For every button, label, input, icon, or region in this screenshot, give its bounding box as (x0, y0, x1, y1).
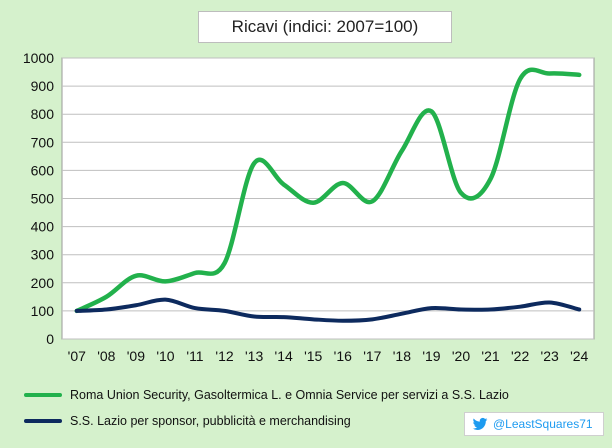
x-axis-tick-labels: '07 '08 '09 '10 '11 '12 '13 '14 '15 '16 '17 '18 '19 '… (68, 348, 589, 364)
y-tick-label: 300 (31, 247, 55, 263)
legend-item-roma-union-security: Roma Union Security, Gasoltermica L. e O… (24, 386, 509, 404)
y-tick-label: 500 (31, 191, 55, 207)
x-tick-label: '15 (304, 348, 322, 364)
y-axis-tick-labels: 0 100 200 300 400 500 600 700 800 900 1000 (23, 50, 54, 347)
legend-label: Roma Union Security, Gasoltermica L. e O… (70, 388, 509, 402)
y-tick-label: 900 (31, 78, 55, 94)
x-tick-label: '16 (334, 348, 352, 364)
x-tick-label: '17 (363, 348, 381, 364)
legend: Roma Union Security, Gasoltermica L. e O… (24, 382, 584, 438)
y-tick-label: 400 (31, 219, 55, 235)
x-tick-label: '12 (215, 348, 233, 364)
y-tick-label: 200 (31, 275, 55, 291)
twitter-credit[interactable]: @LeastSquares71 (464, 412, 604, 436)
series-line-roma-union-security (74, 67, 582, 314)
x-tick-label: '11 (186, 348, 203, 364)
twitter-bird-icon (472, 417, 488, 430)
x-tick-label: '19 (422, 348, 440, 364)
x-tick-label: '22 (511, 348, 529, 364)
y-tick-label: 0 (46, 331, 54, 347)
x-tick-label: '20 (452, 348, 470, 364)
legend-swatch-green (24, 393, 62, 397)
x-tick-label: '21 (481, 348, 499, 364)
chart-title: Ricavi (indici: 2007=100) (198, 11, 452, 43)
series-line-ss-lazio (74, 297, 582, 323)
legend-label: S.S. Lazio per sponsor, pubblicità e mer… (70, 414, 351, 428)
y-tick-label: 600 (31, 162, 55, 178)
x-tick-label: '10 (156, 348, 174, 364)
x-tick-label: '08 (97, 348, 115, 364)
legend-swatch-navy (24, 419, 62, 423)
x-tick-label: '09 (127, 348, 145, 364)
legend-item-ss-lazio: S.S. Lazio per sponsor, pubblicità e mer… (24, 412, 351, 430)
x-tick-label: '07 (68, 348, 86, 364)
y-tick-label: 100 (31, 303, 55, 319)
x-tick-label: '14 (275, 348, 293, 364)
x-tick-label: '18 (393, 348, 411, 364)
credit-handle: @LeastSquares71 (493, 417, 593, 431)
x-tick-label: '13 (245, 348, 263, 364)
y-tick-label: 1000 (23, 50, 54, 66)
x-tick-label: '23 (541, 348, 559, 364)
series-lines (74, 67, 582, 323)
grid-lines (62, 57, 594, 340)
y-tick-label: 800 (31, 106, 55, 122)
y-tick-label: 700 (31, 134, 55, 150)
x-tick-label: '24 (570, 348, 588, 364)
